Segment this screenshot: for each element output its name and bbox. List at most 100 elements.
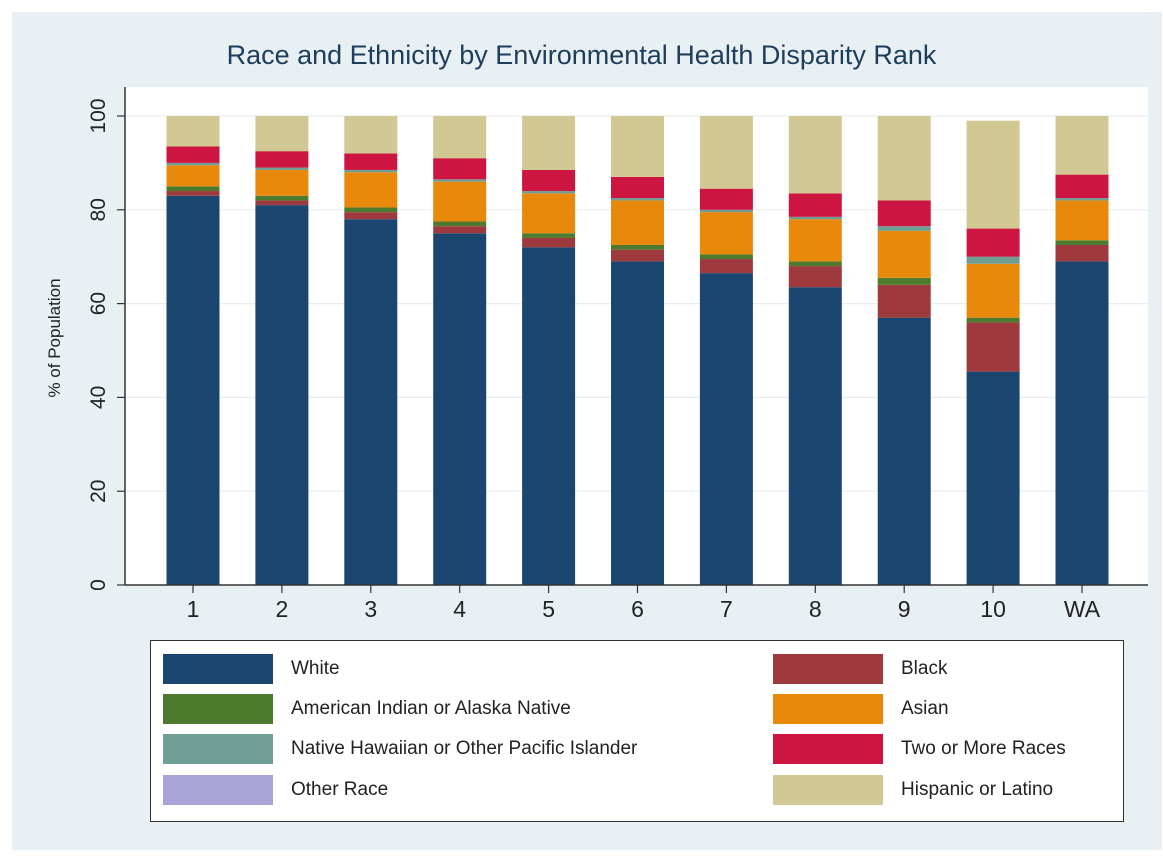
bar-segment-two-or-more-races [344, 153, 398, 170]
bar-segment-asian [611, 200, 664, 245]
bar-segment-american-indian-or-alaska-native [166, 186, 220, 192]
x-tick-label: WA [1064, 596, 1101, 622]
legend-label: American Indian or Alaska Native [291, 698, 571, 719]
x-tick-label: 10 [980, 596, 1006, 622]
bar-stack-4 [433, 116, 487, 585]
bar-segment-black [255, 200, 309, 206]
bar-segment-white [966, 371, 1020, 585]
bar-segment-american-indian-or-alaska-native [522, 233, 576, 238]
legend-item-black: Black [773, 654, 947, 684]
legend-label: Hispanic or Latino [901, 779, 1054, 800]
y-tick-label: 20 [87, 480, 110, 503]
bar-stack-6 [611, 116, 664, 585]
bar-segment-white [611, 261, 664, 585]
bar-segment-two-or-more-races [699, 188, 753, 210]
bar-segment-native-hawaiian-or-other-pacific-islander [255, 167, 309, 170]
bar-stack-wa [1055, 116, 1109, 585]
bar-segment-asian [522, 193, 576, 234]
bar-segment-hispanic-or-latino [611, 116, 664, 177]
bar-segment-native-hawaiian-or-other-pacific-islander [344, 169, 398, 173]
bar-segment-native-hawaiian-or-other-pacific-islander [433, 179, 487, 182]
x-tick-label: 8 [809, 596, 822, 622]
legend-label: Other Race [291, 779, 389, 800]
legend-label: White [291, 658, 340, 679]
y-tick-label: 0 [87, 579, 110, 591]
bar-segment-asian [166, 165, 220, 187]
legend-swatch [163, 654, 273, 684]
bar-segment-white [1055, 261, 1109, 585]
bar-segment-asian [344, 172, 398, 208]
legend-swatch [163, 734, 273, 764]
x-axis: 1 2 3 4 5 6 7 8 9 10 WA [187, 585, 1101, 622]
legend-item-two-or-more: Two or More Races [773, 734, 1066, 764]
bar-segment-hispanic-or-latino [788, 116, 842, 194]
bar-segment-asian [966, 263, 1020, 318]
bar-segment-black [611, 249, 664, 262]
bar-segment-hispanic-or-latino [877, 116, 931, 201]
bar-segment-black [788, 266, 842, 288]
bar-segment-two-or-more-races [966, 228, 1020, 257]
bar-stack-3 [344, 116, 398, 585]
bar-segment-white [255, 205, 309, 586]
bar-segment-black [344, 212, 398, 220]
bar-segment-two-or-more-races [611, 176, 664, 199]
chart-title: Race and Ethnicity by Environmental Heal… [226, 40, 937, 70]
legend-label: Black [901, 658, 948, 679]
y-tick-label: 40 [87, 386, 110, 409]
bar-segment-hispanic-or-latino [433, 116, 487, 159]
legend-label: Two or More Races [901, 738, 1066, 759]
bar-segment-native-hawaiian-or-other-pacific-islander [166, 162, 220, 166]
legend-label: Asian [901, 698, 949, 719]
x-tick-label: 2 [276, 596, 289, 622]
bar-segment-american-indian-or-alaska-native [344, 207, 398, 213]
bar-segment-native-hawaiian-or-other-pacific-islander [1055, 198, 1109, 201]
x-tick-label: 7 [720, 596, 733, 622]
bar-segment-native-hawaiian-or-other-pacific-islander [522, 191, 576, 194]
bar-stack-10 [966, 120, 1020, 585]
bar-segment-asian [877, 230, 931, 278]
bar-segment-hispanic-or-latino [344, 116, 398, 154]
bar-stack-1 [166, 116, 220, 586]
bar-segment-hispanic-or-latino [255, 116, 309, 152]
bar-segment-black [966, 322, 1020, 372]
bar-segment-asian [699, 212, 753, 255]
bar-segment-hispanic-or-latino [966, 120, 1020, 229]
legend-swatch [773, 654, 883, 684]
bar-segment-native-hawaiian-or-other-pacific-islander [877, 226, 931, 231]
bar-segment-hispanic-or-latino [699, 116, 753, 189]
y-axis: 0 20 40 60 80 100 [87, 98, 125, 591]
bar-segment-american-indian-or-alaska-native [611, 244, 664, 250]
bar-segment-asian [255, 169, 309, 196]
y-tick-label: 60 [87, 292, 110, 315]
bar-segment-black [699, 259, 753, 274]
legend-swatch [773, 694, 883, 724]
bar-segment-two-or-more-races [433, 158, 487, 180]
bar-segment-white [788, 287, 842, 585]
bar-segment-native-hawaiian-or-other-pacific-islander [611, 198, 664, 201]
bar-segment-two-or-more-races [166, 146, 220, 163]
bar-segment-white [433, 233, 487, 585]
bar-segment-american-indian-or-alaska-native [877, 277, 931, 285]
legend-item-asian: Asian [773, 694, 949, 724]
legend-swatch [163, 775, 273, 805]
bar-segment-american-indian-or-alaska-native [788, 261, 842, 267]
bars [166, 116, 1109, 586]
bar-stack-9 [877, 116, 931, 585]
bar-stack-7 [699, 116, 753, 585]
bar-segment-hispanic-or-latino [1055, 116, 1109, 175]
bar-segment-two-or-more-races [1055, 174, 1109, 199]
bar-stack-5 [522, 116, 576, 585]
legend: White American Indian or Alaska Native N… [150, 640, 1124, 822]
bar-segment-black [522, 237, 576, 248]
x-tick-label: 6 [631, 596, 644, 622]
legend-swatch [773, 775, 883, 805]
x-tick-label: 4 [453, 596, 466, 622]
bar-segment-white [166, 195, 220, 586]
bar-segment-two-or-more-races [788, 193, 842, 217]
bar-segment-native-hawaiian-or-other-pacific-islander [788, 216, 842, 220]
y-tick-label: 100 [87, 98, 110, 133]
bar-stack-2 [255, 116, 309, 586]
y-tick-label: 80 [87, 198, 110, 221]
bar-segment-native-hawaiian-or-other-pacific-islander [966, 256, 1020, 264]
bar-segment-white [522, 247, 576, 585]
